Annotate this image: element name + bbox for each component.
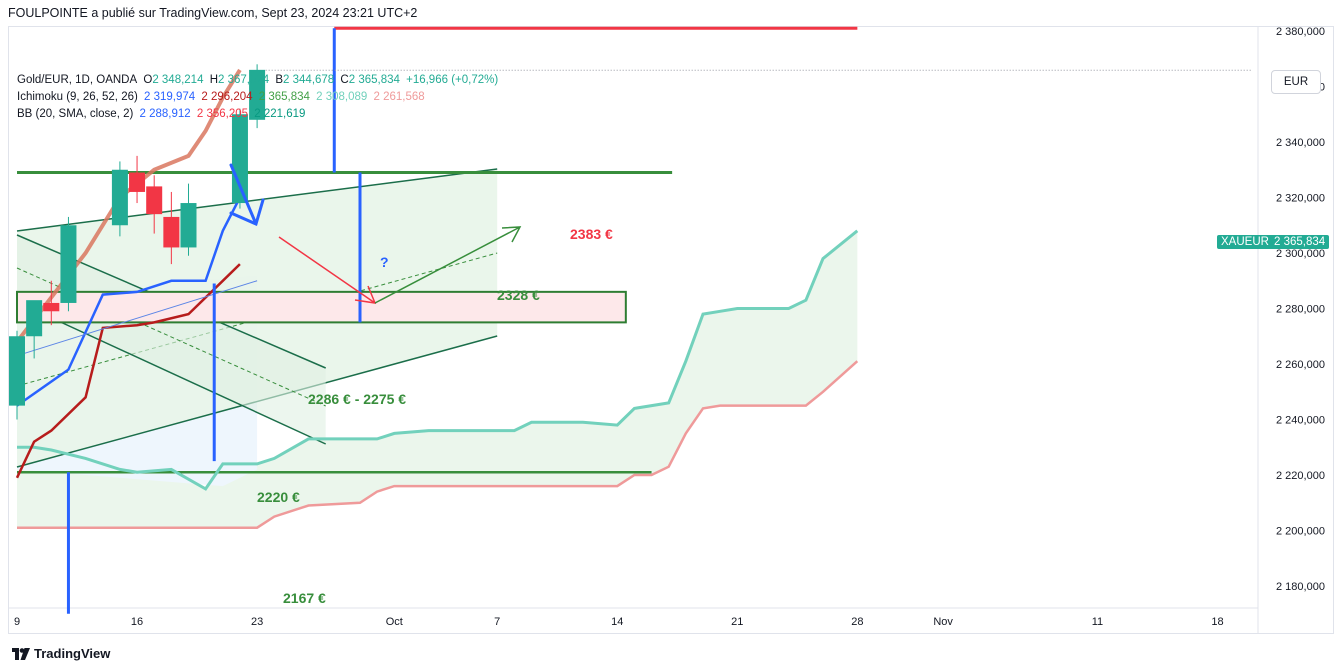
candle-0 (9, 336, 25, 406)
time-tick-14: 14 (611, 616, 623, 628)
legend-ichimoku-span-b: 2 261,568 (373, 91, 425, 103)
legend-high-value: 2 367,524 (218, 74, 270, 86)
time-tick-21: 21 (731, 616, 743, 628)
legend-ichimoku-tenkan: 2 319,974 (144, 91, 196, 103)
projection-up-arrow-icon (374, 226, 522, 304)
price-tick-2380: 2 380,000 (1276, 26, 1325, 38)
legend-ichimoku-span-a: 2 308,089 (316, 91, 368, 103)
candle-6 (111, 169, 128, 226)
legend-ichimoku-name: Ichimoku (9, 26, 52, 26) (17, 91, 138, 103)
footer-brand[interactable]: TradingView (12, 646, 110, 661)
price-tick-2180: 2 180,000 (1276, 581, 1325, 593)
footer-brand-label: TradingView (34, 646, 111, 661)
candle-13 (231, 114, 248, 204)
legend-low-label: B (275, 74, 284, 86)
candle-2 (43, 302, 60, 312)
time-tick-28: 28 (851, 616, 863, 628)
time-tick-7: 7 (494, 616, 500, 628)
chikou-line (15, 68, 242, 344)
question-mark: ? (380, 254, 389, 270)
symbol-badge: XAUEUR (1217, 235, 1273, 249)
legend-change-value: +16,966 (+0,72%) (406, 74, 499, 86)
candle-8 (146, 186, 163, 215)
label-2167: 2167 € (283, 590, 326, 606)
label-zone: 2286 € - 2275 € (308, 391, 406, 407)
legend-ichimoku-chikou: 2 365,834 (258, 91, 310, 103)
time-tick-Oct: Oct (386, 616, 403, 628)
time-tick-9: 9 (14, 616, 20, 628)
legend-ichimoku-kijun: 2 296,204 (201, 91, 253, 103)
legend-bb-name: BB (20, SMA, close, 2) (17, 108, 134, 120)
ichimoku-span-a-line (17, 229, 859, 491)
candle-3 (60, 225, 77, 303)
ichimoku-cloud (17, 230, 858, 528)
legend-ichimoku-row: Ichimoku (9, 26, 52, 26) 2 319,974 2 296… (17, 89, 501, 106)
candle-9 (163, 216, 180, 248)
time-tick-Nov: Nov (933, 616, 953, 628)
pointer-arrow-icon (229, 163, 265, 227)
tenkan-line (16, 196, 242, 407)
time-tick-11: 11 (1092, 616, 1103, 628)
ichimoku-span-b-line (17, 360, 859, 529)
label-2220: 2220 € (257, 489, 300, 505)
price-tick-2200: 2 200,000 (1276, 526, 1325, 538)
candle-7 (129, 172, 146, 192)
time-tick-18: 18 (1211, 616, 1223, 628)
support-zone-rect (16, 290, 627, 324)
candle-14 (249, 69, 266, 120)
price-tick-2240: 2 240,000 (1276, 415, 1325, 427)
price-tick-2340: 2 340,000 (1276, 137, 1325, 149)
chart-legend: Gold/EUR, 1D, OANDA O2 348,214 H2 367,52… (17, 72, 501, 123)
time-tick-23: 23 (251, 616, 263, 628)
channel-mid-line (16, 252, 498, 387)
tradingview-logo-icon (12, 647, 30, 660)
currency-button[interactable]: EUR (1271, 70, 1321, 94)
price-tick-2300: 2 300,000 (1276, 248, 1325, 260)
time-tick-16: 16 (131, 616, 143, 628)
legend-bb-lower: 2 221,619 (254, 108, 306, 120)
price-tick-2280: 2 280,000 (1276, 304, 1325, 316)
legend-bb-row: BB (20, SMA, close, 2) 2 288,912 2 356,2… (17, 106, 501, 123)
label-2383: 2383 € (570, 226, 613, 242)
legend-symbol-name: Gold/EUR, 1D, OANDA (17, 74, 138, 86)
legend-low-value: 2 344,678 (283, 74, 335, 86)
price-tick-2320: 2 320,000 (1276, 193, 1325, 205)
descending-channel-fill (17, 235, 326, 444)
desc-channel-lower (16, 301, 327, 445)
legend-close-value: 2 365,834 (348, 74, 400, 86)
legend-bb-basis: 2 288,912 (139, 108, 191, 120)
price-tick-2260: 2 260,000 (1276, 359, 1325, 371)
chart-frame (8, 26, 1334, 634)
channel-upper-line (16, 168, 498, 232)
label-2328: 2328 € (497, 287, 540, 303)
candle-10 (180, 203, 197, 248)
legend-symbol-row: Gold/EUR, 1D, OANDA O2 348,214 H2 367,52… (17, 72, 501, 89)
legend-bb-upper: 2 356,205 (196, 108, 249, 120)
last-price-badge: 2 365,834 (1270, 235, 1330, 249)
kijun-line (15, 263, 241, 479)
bb-basis-line (16, 280, 258, 357)
price-tick-2220: 2 220,000 (1276, 470, 1325, 482)
legend-open-label: O (143, 74, 153, 86)
publication-header: FOULPOINTE a publié sur TradingView.com,… (8, 6, 418, 20)
legend-high-label: H (209, 74, 218, 86)
legend-close-label: C (340, 74, 349, 86)
candle-1 (26, 300, 43, 337)
legend-open-value: 2 348,214 (152, 74, 204, 86)
